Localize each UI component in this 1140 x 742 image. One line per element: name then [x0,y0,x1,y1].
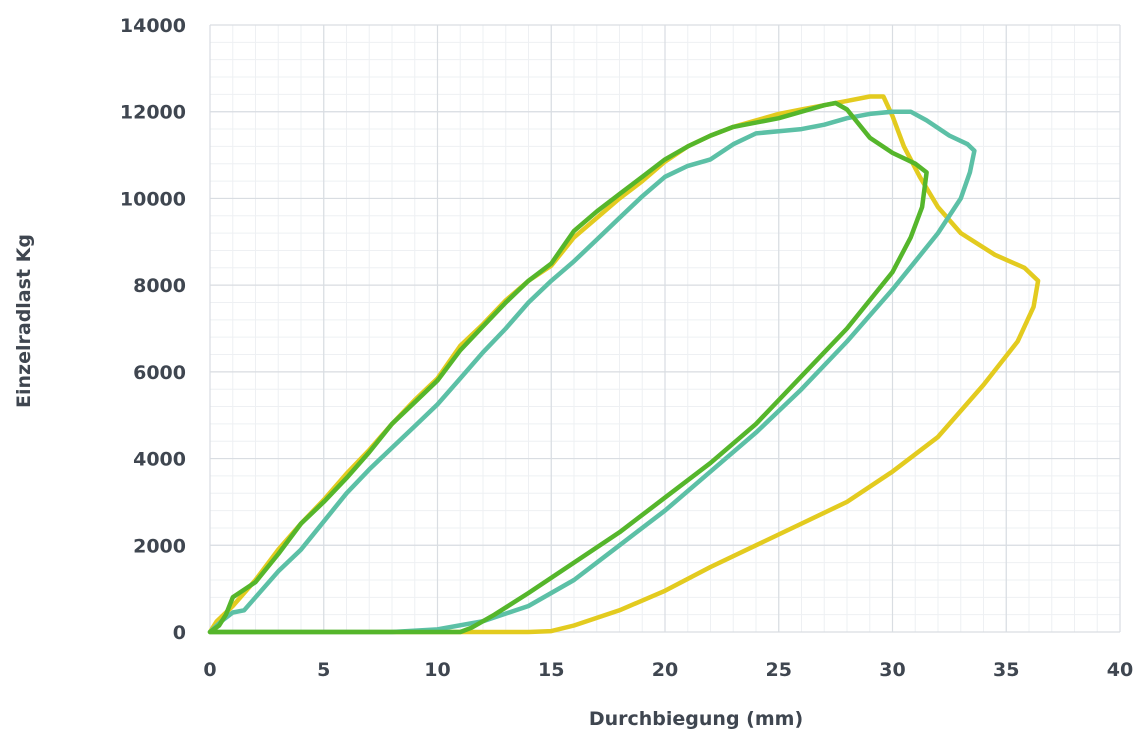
y-tick-label: 2000 [133,535,186,557]
x-tick-label: 25 [766,659,792,681]
series-layer [207,94,1041,635]
y-tick-label: 6000 [133,362,186,384]
series-line-3 [207,100,929,635]
y-tick-label: 14000 [120,15,186,37]
y-axis-label: Einzelradlast Kg [13,234,35,408]
series-line-1 [207,94,1041,635]
x-tick-label: 10 [424,659,450,681]
y-tick-label: 10000 [120,188,186,210]
x-tick-label: 15 [538,659,564,681]
y-tick-label: 0 [173,622,186,644]
x-tick-label: 40 [1107,659,1133,681]
x-tick-label: 0 [203,659,216,681]
series-line-2 [207,109,977,635]
y-tick-label: 12000 [120,102,186,124]
y-tick-label: 4000 [133,449,186,471]
x-tick-label: 20 [652,659,678,681]
x-axis-label: Durchbiegung (mm) [589,708,803,730]
y-tick-label: 8000 [133,275,186,297]
x-tick-label: 30 [879,659,905,681]
y-axis-ticks: 0 2000 4000 6000 8000 10000 12000 14000 [120,15,186,644]
x-tick-label: 35 [993,659,1019,681]
x-tick-label: 5 [317,659,330,681]
x-axis-ticks: 0 5 10 15 20 25 30 35 40 [203,659,1133,681]
